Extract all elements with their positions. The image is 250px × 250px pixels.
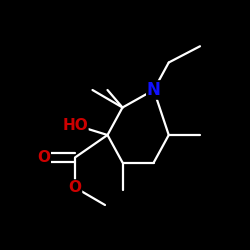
Text: O: O <box>68 180 82 195</box>
Text: N: N <box>147 81 161 99</box>
Text: HO: HO <box>62 118 88 132</box>
Text: O: O <box>37 150 50 165</box>
